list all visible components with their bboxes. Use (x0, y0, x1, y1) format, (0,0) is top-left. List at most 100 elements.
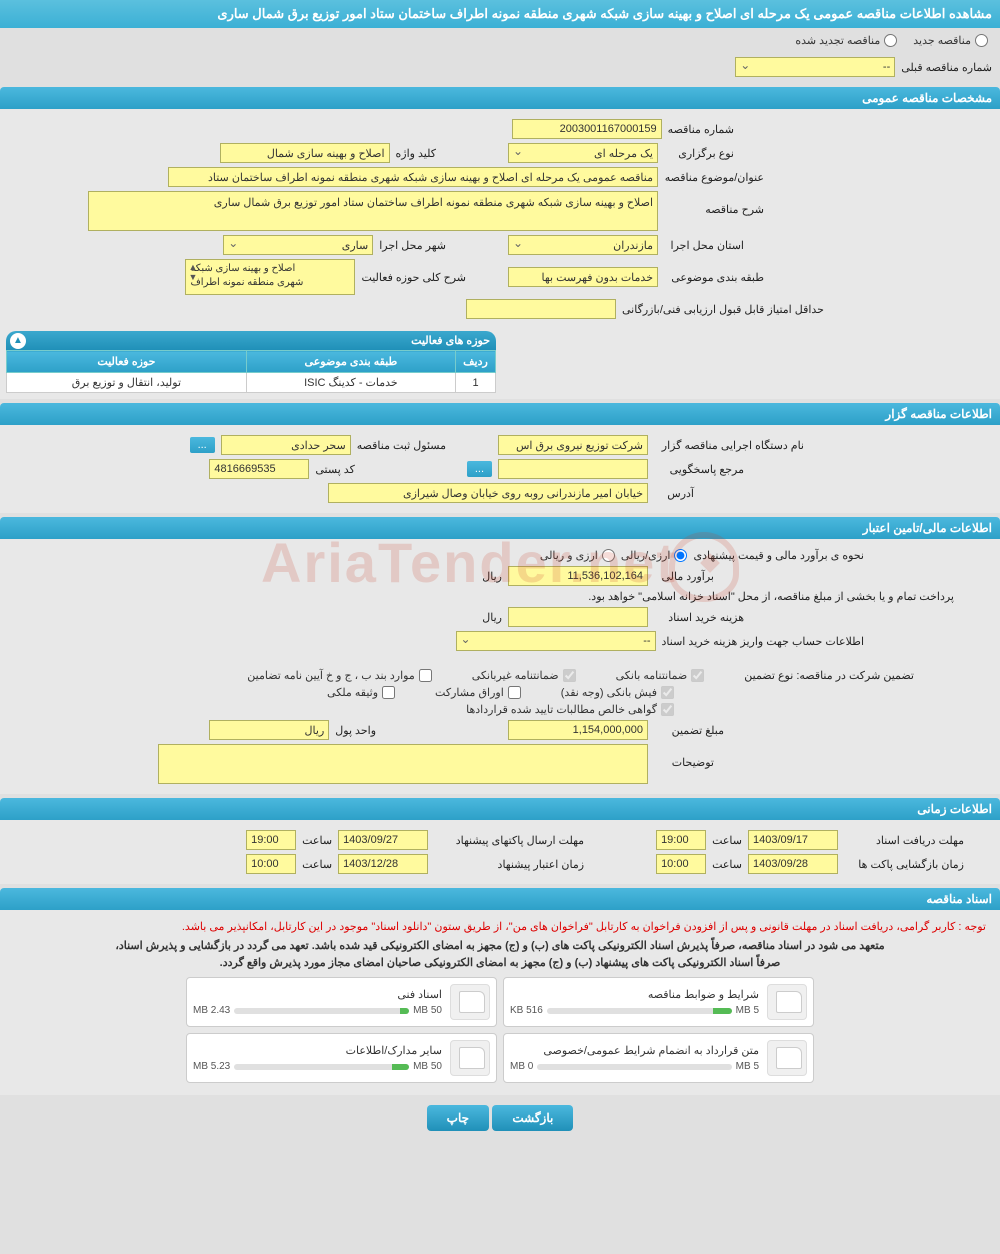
chk-prop[interactable]: وثیقه ملکی (327, 686, 395, 699)
collapse-icon[interactable]: ▲ (10, 333, 26, 349)
chk-cash[interactable]: فیش بانکی (وجه نقد) (561, 686, 674, 699)
scope-multiselect[interactable]: اصلاح و بهینه سازی شبکه شهری منطقه نمونه… (185, 259, 355, 295)
post-field[interactable]: 4816669535 (209, 459, 309, 479)
scope-line1: اصلاح و بهینه سازی شبکه (190, 262, 295, 276)
contact-field[interactable] (498, 459, 648, 479)
chk-nonbank[interactable]: ضمانتنامه غیربانکی (472, 669, 576, 682)
category-field[interactable]: خدمات بدون فهرست بها (508, 267, 658, 287)
acct-select[interactable]: -- (456, 631, 656, 651)
prev-no-select[interactable]: -- (735, 57, 895, 77)
est-field[interactable]: 11,536,102,164 (508, 566, 648, 586)
scope-line2: شهری منطقه نمونه اطراف (190, 276, 303, 290)
file-cap: 50 MB (413, 1061, 442, 1072)
g-unit-field[interactable]: ریال (209, 720, 329, 740)
file-cap: 50 MB (413, 1005, 442, 1016)
file-box-3[interactable]: متن قرارداد به انضمام شرایط عمومی/خصوصی … (503, 1033, 814, 1083)
t3-label: زمان بازگشایی پاکت ها (844, 858, 964, 871)
section-org: نام دستگاه اجرایی مناقصه گزار شرکت توزیع… (0, 425, 1000, 513)
th-category: طبقه بندی موضوعی (246, 351, 455, 373)
radio-rial[interactable]: ارزی/ریالی (621, 549, 688, 562)
radio-renewed-label: مناقصه تجدید شده (795, 34, 880, 47)
file-cap: 5 MB (736, 1061, 759, 1072)
min-score-label: حداقل امتیاز قابل قبول ارزیابی فنی/بازرگ… (622, 303, 824, 316)
section-general-header: مشخصات مناقصه عمومی (0, 87, 1000, 109)
print-button[interactable]: چاپ (427, 1105, 489, 1131)
chk-cert[interactable]: گواهی خالص مطالبات تایید شده قراردادها (466, 703, 674, 716)
g-unit-label: واحد پول (335, 724, 376, 737)
radio-fx[interactable]: ارزی و ریالی (540, 549, 615, 562)
t4-time-label: ساعت (302, 858, 332, 871)
chk-bank-label: ضمانتنامه بانکی (616, 669, 688, 682)
radio-new[interactable]: مناقصه جدید (913, 34, 988, 47)
file-used: 2.43 MB (193, 1005, 230, 1016)
td-idx: 1 (456, 373, 496, 393)
subject-field[interactable]: مناقصه عمومی یک مرحله ای اصلاح و بهینه س… (168, 167, 658, 187)
file-box-4[interactable]: سایر مدارک/اطلاعات 50 MB5.23 MB (186, 1033, 497, 1083)
page-title: مشاهده اطلاعات مناقصه عمومی یک مرحله ای … (0, 0, 1000, 28)
type-select[interactable]: یک مرحله ای (508, 143, 658, 163)
province-select[interactable]: مازندران (508, 235, 658, 255)
notes-textarea[interactable] (158, 744, 648, 784)
chk-other-label: موارد بند ب ، ج و خ آیین نامه تضامین (247, 669, 414, 682)
addr-field[interactable]: خیابان امیر مازندرانی روبه روی خیابان وص… (328, 483, 648, 503)
table-row: 1 خدمات - کدینگ ISIC تولید، انتقال و توز… (7, 373, 496, 393)
t4-date[interactable]: 1403/12/28 (338, 854, 428, 874)
t1-time-label: ساعت (712, 834, 742, 847)
subject-label: عنوان/موضوع مناقصه (664, 171, 764, 184)
contact-browse-button[interactable]: ... (467, 461, 492, 477)
td-scope: تولید، انتقال و توزیع برق (7, 373, 247, 393)
file-name: متن قرارداد به انضمام شرایط عمومی/خصوصی (510, 1044, 759, 1057)
file-name: اسناد فنی (193, 988, 442, 1001)
doc-cost-field[interactable] (508, 607, 648, 627)
t2-time[interactable]: 19:00 (246, 830, 296, 850)
folder-icon (450, 984, 490, 1020)
th-scope: حوزه فعالیت (7, 351, 247, 373)
g-amount-label: مبلغ تضمین (654, 724, 724, 737)
activity-header-text: حوزه های فعالیت (411, 335, 490, 347)
back-button[interactable]: بازگشت (492, 1105, 573, 1131)
folder-icon (767, 1040, 807, 1076)
keyword-label: کلید واژه (396, 147, 436, 160)
chk-other[interactable]: موارد بند ب ، ج و خ آیین نامه تضامین (247, 669, 431, 682)
radio-fx-label: ارزی و ریالی (540, 549, 598, 562)
folder-icon (450, 1040, 490, 1076)
est-label: برآورد مالی (654, 570, 714, 583)
org-field: شرکت توزیع نیروی برق اس (498, 435, 648, 455)
t1-date[interactable]: 1403/09/17 (748, 830, 838, 850)
file-name: سایر مدارک/اطلاعات (193, 1044, 442, 1057)
chk-bank[interactable]: ضمانتنامه بانکی (616, 669, 705, 682)
t3-date[interactable]: 1403/09/28 (748, 854, 838, 874)
desc-textarea[interactable]: اصلاح و بهینه سازی شبکه شهری منطقه نمونه… (88, 191, 658, 231)
chk-bonds[interactable]: اوراق مشارکت (435, 686, 521, 699)
radio-renewed[interactable]: مناقصه تجدید شده (795, 34, 897, 47)
min-score-field[interactable] (466, 299, 616, 319)
scope-scroll-arrows[interactable]: ▲▼ (188, 262, 197, 282)
t1-time[interactable]: 19:00 (656, 830, 706, 850)
t4-time[interactable]: 10:00 (246, 854, 296, 874)
file-box-1[interactable]: شرایط و ضوابط مناقصه 5 MB516 KB (503, 977, 814, 1027)
keyword-field[interactable]: اصلاح و بهینه سازی شمال (220, 143, 390, 163)
file-box-2[interactable]: اسناد فنی 50 MB 2.43 MB (186, 977, 497, 1027)
type-label: نوع برگزاری (664, 147, 734, 160)
notice-red: توجه : کاربر گرامی، دریافت اسناد در مهلت… (6, 916, 994, 937)
tender-no-field: 2003001167000159 (512, 119, 662, 139)
g-amount-field[interactable]: 1,154,000,000 (508, 720, 648, 740)
t4-label: زمان اعتبار پیشنهاد (434, 858, 584, 871)
activity-header: حوزه های فعالیت ▲ (6, 331, 496, 350)
radio-new-label: مناقصه جدید (913, 34, 971, 47)
t2-time-label: ساعت (302, 834, 332, 847)
t2-date[interactable]: 1403/09/27 (338, 830, 428, 850)
city-select[interactable]: ساری (223, 235, 373, 255)
t3-time[interactable]: 10:00 (656, 854, 706, 874)
file-used: 0 MB (510, 1061, 533, 1072)
section-docs-header: اسناد مناقصه (0, 888, 1000, 910)
agent-field: سحر حدادی (221, 435, 351, 455)
file-used: 516 KB (510, 1005, 543, 1016)
radio-rial-label: ارزی/ریالی (621, 549, 671, 562)
org-label: نام دستگاه اجرایی مناقصه گزار (654, 439, 804, 452)
agent-browse-button[interactable]: ... (190, 437, 215, 453)
province-label: استان محل اجرا (664, 239, 744, 252)
est-method-label: نحوه ی برآورد مالی و قیمت پیشنهادی (693, 549, 864, 562)
section-fin: نحوه ی برآورد مالی و قیمت پیشنهادی ارزی/… (0, 539, 1000, 794)
scope-label: شرح کلی حوزه فعالیت (361, 271, 466, 284)
